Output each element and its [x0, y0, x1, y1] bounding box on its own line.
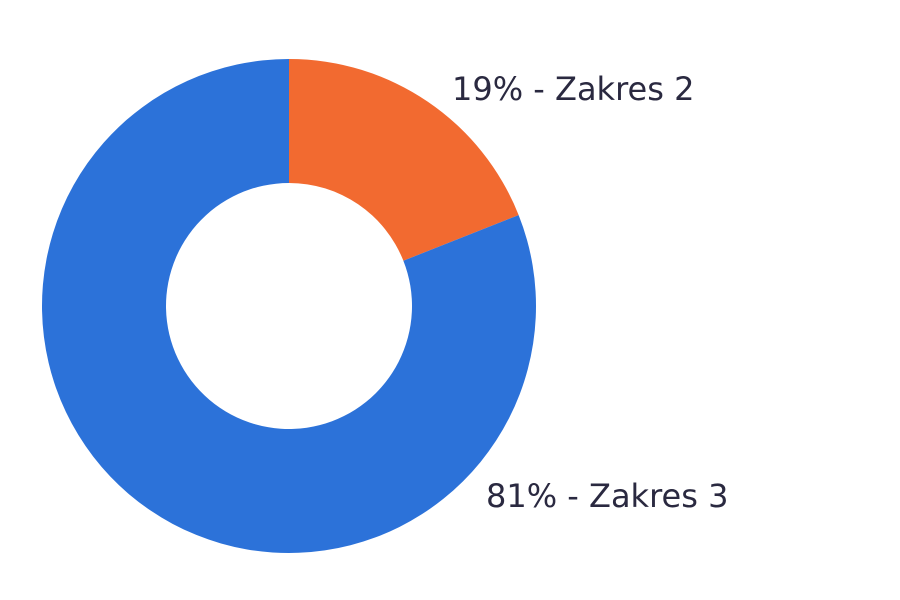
- slice-zakres-3: [41, 59, 536, 553]
- slices-group: [41, 59, 536, 553]
- slice-label-zakres-3: 81% - Zakres 3: [486, 477, 728, 515]
- slice-label-zakres-2: 19% - Zakres 2: [452, 70, 694, 108]
- labels-group: 19% - Zakres 2 81% - Zakres 3: [452, 70, 728, 515]
- slice-zakres-2: [289, 59, 519, 261]
